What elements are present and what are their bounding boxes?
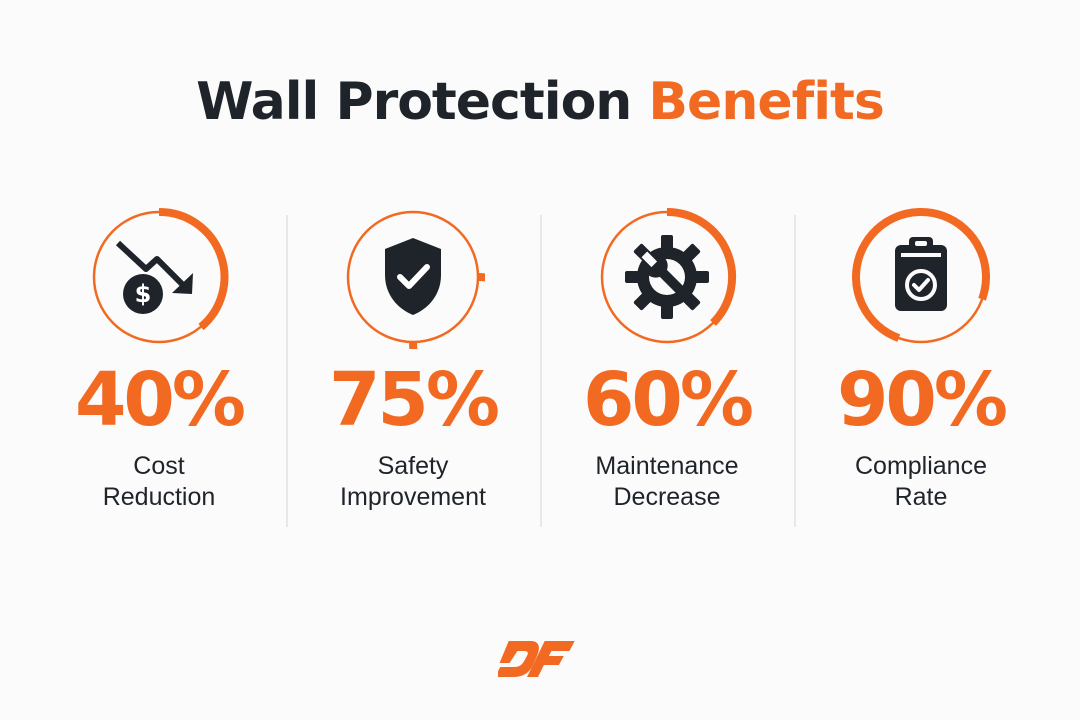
stat-value: 40% (74, 357, 246, 443)
gear-wrench-icon (600, 208, 737, 344)
stat-label-line: Reduction (102, 483, 216, 511)
logo-text: DF (498, 637, 500, 638)
title-accent: Benefits (648, 72, 884, 132)
stat-value: 75% (328, 357, 500, 443)
stat-label-line: Rate (894, 483, 948, 511)
column-divider (286, 215, 288, 527)
stat-label-line: Decrease (613, 483, 721, 511)
stat-label-line: Cost (133, 452, 185, 480)
stat-label-line: Maintenance (595, 452, 739, 480)
page-title: Wall Protection Benefits (0, 76, 1080, 128)
stat-label: Safety Improvement (286, 451, 540, 513)
stat-value: 60% (582, 357, 754, 443)
title-main: Wall Protection (196, 72, 632, 132)
svg-text:$: $ (135, 280, 152, 308)
stat-label-line: Safety (377, 452, 449, 480)
column-divider (540, 215, 542, 527)
cost-down-dollar-icon: $ (92, 207, 229, 344)
clipboard-check-icon (852, 208, 990, 344)
stat-label: Cost Reduction (32, 451, 286, 513)
stat-safety-improvement: 75% Safety Improvement (286, 205, 540, 513)
column-divider (794, 215, 796, 527)
stat-label: Compliance Rate (794, 451, 1048, 513)
stat-maintenance-decrease: 60% Maintenance Decrease (540, 205, 794, 513)
shield-check-icon (346, 210, 485, 349)
stat-label-line: Compliance (854, 452, 987, 480)
stat-value: 90% (836, 357, 1008, 443)
stat-label-line: Improvement (340, 483, 486, 511)
stat-cost-reduction: $ 40% Cost Reduction (32, 205, 286, 513)
df-logo-icon: DF (498, 637, 575, 677)
stat-compliance-rate: 90% Compliance Rate (794, 205, 1048, 513)
stat-label: Maintenance Decrease (540, 451, 794, 513)
